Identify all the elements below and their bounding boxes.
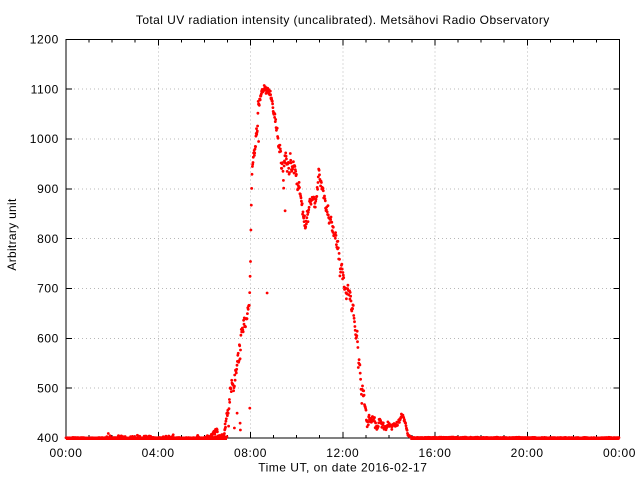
svg-text:400: 400: [37, 431, 59, 445]
svg-text:700: 700: [37, 282, 59, 296]
svg-text:00:00: 00:00: [49, 446, 82, 460]
svg-text:12:00: 12:00: [326, 446, 359, 460]
svg-text:600: 600: [37, 332, 59, 346]
svg-text:00:00: 00:00: [603, 446, 636, 460]
svg-text:1100: 1100: [31, 82, 59, 96]
svg-text:04:00: 04:00: [142, 446, 175, 460]
svg-text:900: 900: [37, 182, 59, 196]
svg-text:1000: 1000: [30, 132, 59, 146]
svg-text:20:00: 20:00: [511, 446, 544, 460]
svg-text:16:00: 16:00: [418, 446, 451, 460]
svg-text:Arbitrary unit: Arbitrary unit: [5, 198, 19, 271]
svg-text:Total UV radiation intensity (: Total UV radiation intensity (uncalibrat…: [136, 13, 550, 27]
svg-text:08:00: 08:00: [234, 446, 267, 460]
svg-text:1200: 1200: [30, 33, 59, 47]
svg-text:800: 800: [37, 232, 59, 246]
svg-text:Time UT, on date 2016-02-17: Time UT, on date 2016-02-17: [258, 461, 427, 475]
svg-text:500: 500: [37, 381, 59, 395]
